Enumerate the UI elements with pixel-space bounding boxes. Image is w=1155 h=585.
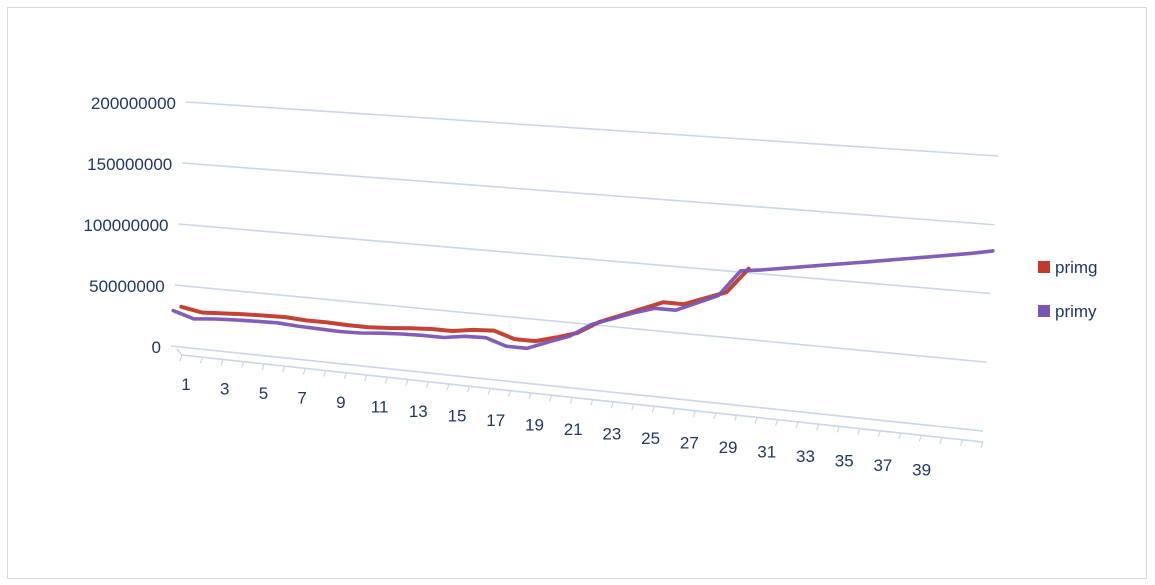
legend: primg primy bbox=[1038, 258, 1098, 321]
x-tick-mark bbox=[836, 426, 840, 433]
x-tick-label: 27 bbox=[680, 434, 699, 453]
x-tick-mark bbox=[713, 412, 717, 420]
x-tick-mark bbox=[179, 354, 183, 362]
x-tick-mark bbox=[733, 415, 738, 422]
gridline bbox=[174, 284, 987, 364]
x-tick-mark bbox=[672, 408, 676, 415]
x-tick-mark bbox=[528, 392, 532, 400]
x-tick-mark bbox=[795, 421, 799, 429]
gridline bbox=[182, 162, 995, 226]
legend-swatch-primy bbox=[1038, 305, 1050, 317]
x-tick-mark bbox=[980, 441, 984, 449]
legend-label-primg: primg bbox=[1055, 258, 1098, 277]
x-tick-mark bbox=[508, 390, 512, 397]
x-tick-label: 13 bbox=[409, 402, 428, 421]
x-tick-mark bbox=[959, 439, 964, 446]
x-tick-mark bbox=[692, 410, 697, 417]
x-tick-mark bbox=[282, 365, 286, 373]
x-tick-label: 1 bbox=[181, 375, 190, 394]
x-tick-mark bbox=[446, 383, 450, 391]
y-tick-label: 0 bbox=[152, 338, 161, 357]
x-tick-label: 19 bbox=[525, 416, 544, 435]
series-lines bbox=[171, 249, 995, 351]
x-tick-mark bbox=[549, 394, 553, 402]
x-tick-mark bbox=[405, 379, 409, 386]
x-tick-mark bbox=[775, 419, 779, 426]
x-tick-mark bbox=[302, 368, 306, 375]
y-tick-label: 200000000 bbox=[91, 94, 176, 113]
legend-label-primy: primy bbox=[1055, 302, 1097, 321]
y-tick-label: 150000000 bbox=[87, 155, 172, 174]
x-tick-label: 33 bbox=[796, 447, 815, 466]
x-tick-label: 35 bbox=[835, 452, 854, 471]
x-tick-label: 7 bbox=[297, 389, 306, 408]
x-tick-mark bbox=[610, 401, 614, 409]
x-tick-mark bbox=[918, 435, 922, 442]
x-tick-label: 37 bbox=[873, 456, 892, 475]
chart-frame: 0 50000000 100000000 150000000 200000000 1 3 5 7… bbox=[7, 7, 1147, 579]
x-tick-label: 15 bbox=[448, 407, 467, 426]
x-tick-mark bbox=[898, 432, 902, 440]
x-axis-line bbox=[181, 354, 984, 443]
x-tick-label: 21 bbox=[564, 420, 583, 439]
x-tick-mark bbox=[569, 397, 573, 404]
x-tick-mark bbox=[939, 437, 943, 444]
x-tick-mark bbox=[651, 406, 655, 413]
x-tick-label: 31 bbox=[757, 443, 776, 462]
x-tick-label: 11 bbox=[371, 398, 389, 417]
legend-swatch-primg bbox=[1038, 261, 1050, 273]
x-tick-mark bbox=[364, 374, 368, 382]
x-tick-mark bbox=[466, 386, 471, 393]
x-tick-mark bbox=[220, 359, 224, 366]
series-line-primg bbox=[179, 266, 751, 344]
gridline bbox=[170, 345, 984, 432]
y-tick-label: 50000000 bbox=[89, 277, 165, 296]
gridline bbox=[178, 223, 991, 295]
x-tick-label: 17 bbox=[486, 411, 505, 430]
x-tick-mark bbox=[323, 370, 327, 377]
x-tick-mark bbox=[343, 372, 347, 380]
x-tick-label: 3 bbox=[220, 380, 229, 399]
x-tick-mark bbox=[816, 423, 820, 431]
x-tick-mark bbox=[590, 399, 594, 406]
x-tick-mark bbox=[425, 381, 430, 388]
x-tick-mark bbox=[857, 428, 861, 435]
x-tick-label: 23 bbox=[602, 425, 621, 444]
y-tick-label: 100000000 bbox=[83, 216, 168, 235]
x-tick-mark bbox=[877, 430, 881, 438]
x-tick-label: 25 bbox=[641, 429, 660, 448]
x-tick-mark bbox=[754, 417, 758, 424]
x-tick-label: 29 bbox=[719, 438, 738, 457]
depth-edge bbox=[176, 348, 183, 356]
x-tick-mark bbox=[199, 357, 204, 364]
gridlines bbox=[170, 101, 999, 432]
x-tick-label: 5 bbox=[259, 384, 268, 403]
x-tick-label: 39 bbox=[912, 461, 931, 480]
x-tick-mark bbox=[631, 403, 635, 411]
x-tick-mark bbox=[487, 388, 491, 395]
gridline bbox=[185, 101, 999, 157]
series-line-primy bbox=[171, 249, 995, 351]
x-tick-mark bbox=[241, 361, 245, 368]
x-tick-mark bbox=[384, 377, 388, 384]
x-tick-mark bbox=[261, 363, 265, 371]
x-tick-label: 9 bbox=[336, 393, 345, 412]
